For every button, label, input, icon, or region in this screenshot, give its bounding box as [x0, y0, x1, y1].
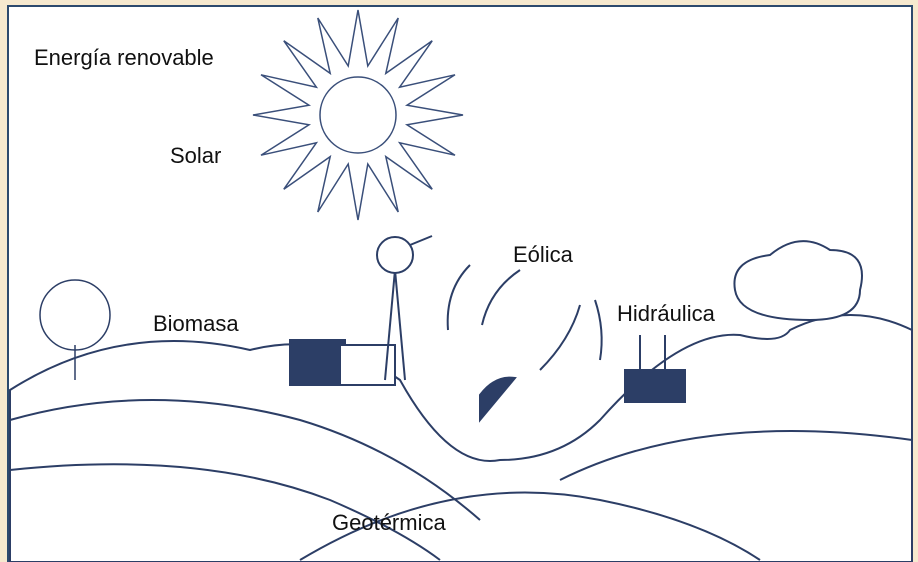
landscape [9, 314, 913, 562]
label-solar: Solar [170, 143, 221, 168]
label-biomasa: Biomasa [153, 311, 239, 336]
buildings [289, 235, 863, 423]
sun [252, 9, 464, 221]
label-geotermica: Geotérmica [332, 510, 446, 535]
label-hidraulica: Hidráulica [617, 301, 716, 326]
tree [39, 279, 111, 380]
wind-arrows [446, 264, 603, 371]
label-eolica: Eólica [513, 242, 574, 267]
sun-rays [252, 9, 464, 221]
title: Energía renovable [34, 45, 214, 70]
